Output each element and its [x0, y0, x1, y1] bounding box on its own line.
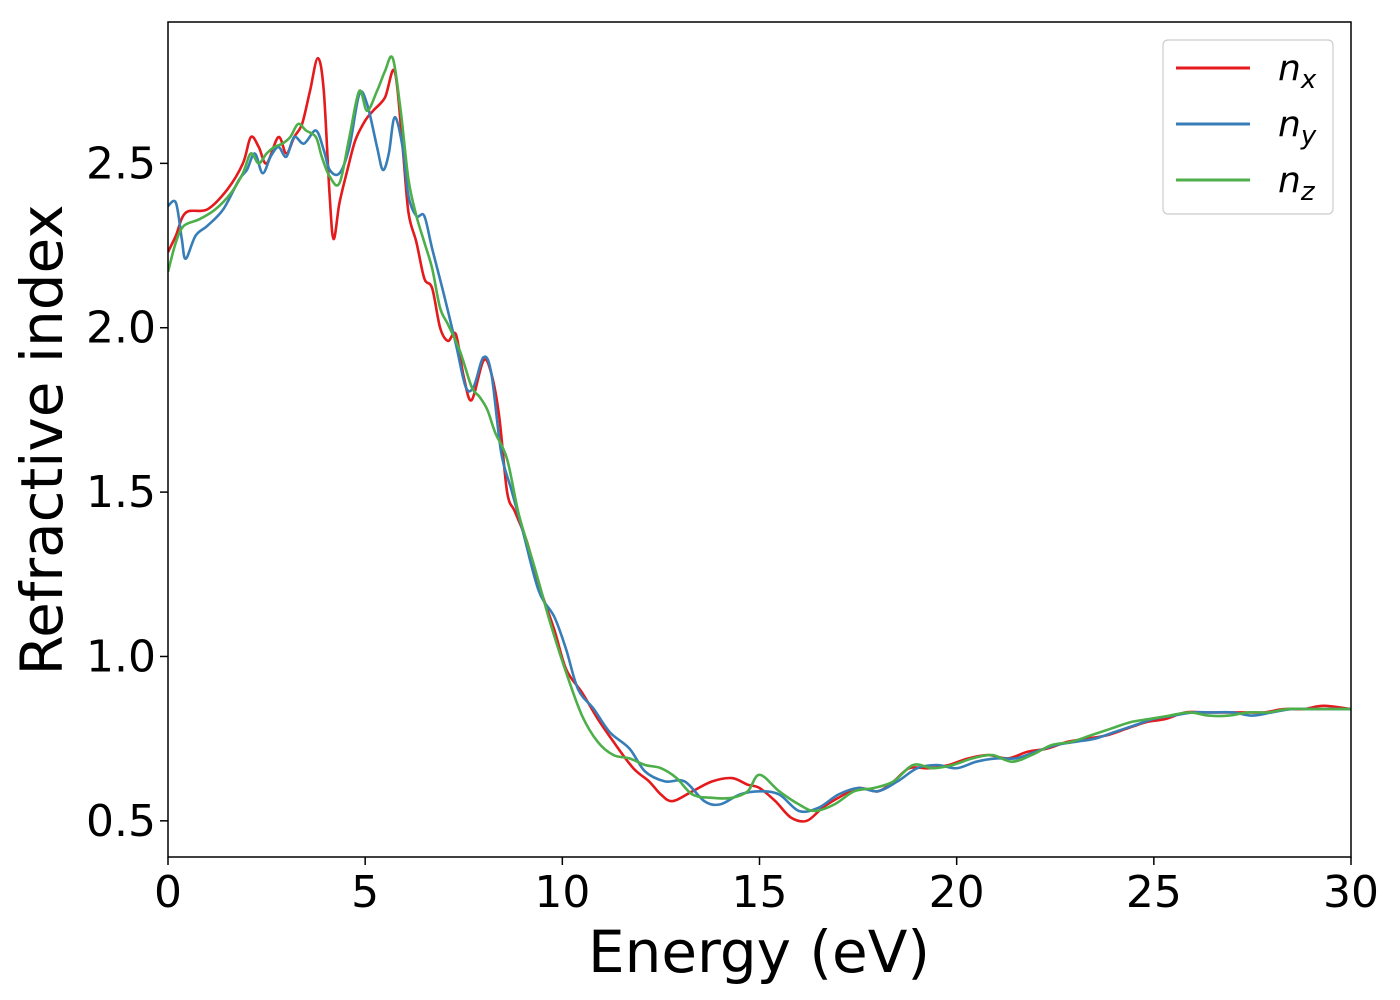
legend-box [1162, 39, 1334, 215]
x-tick-label: 25 [1126, 867, 1182, 918]
series-line-nz [168, 55, 1351, 813]
x-tick-label: 20 [929, 867, 985, 918]
y-axis-title: Refractive index [8, 204, 76, 675]
y-axis-ticks: 0.5 1.0 1.5 2.0 2.5 [86, 138, 168, 847]
legend-label-nz: nz [1278, 160, 1316, 207]
x-tick-label: 10 [534, 867, 590, 918]
x-tick-label: 30 [1323, 867, 1379, 918]
y-tick-label: 1.5 [86, 467, 156, 518]
legend-label-nx: nx [1278, 48, 1317, 95]
x-tick-label: 15 [732, 867, 788, 918]
series-layer [168, 55, 1351, 823]
x-axis-ticks: 0 5 10 15 20 25 30 [154, 857, 1379, 918]
y-tick-label: 2.0 [86, 303, 156, 354]
x-tick-label: 0 [154, 867, 182, 918]
legend-label-ny: ny [1278, 104, 1317, 151]
y-tick-label: 2.5 [86, 138, 156, 189]
legend: nx ny nz [1162, 39, 1334, 215]
x-axis-title: Energy (eV) [588, 918, 930, 986]
y-tick-label: 0.5 [86, 796, 156, 847]
y-tick-label: 1.0 [86, 631, 156, 682]
x-tick-label: 5 [351, 867, 379, 918]
